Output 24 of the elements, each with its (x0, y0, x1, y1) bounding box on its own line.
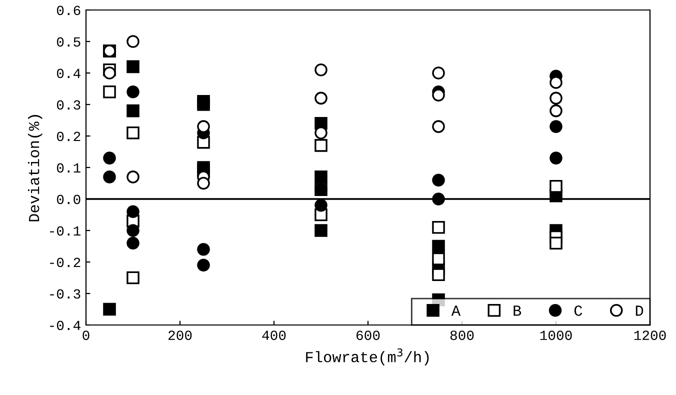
legend-label: D (636, 306, 644, 316)
y-tick-label: -0.3 (50, 289, 80, 299)
legend-label: A (451, 306, 461, 316)
x-tick-label: 200 (168, 330, 192, 340)
x-tick-label: 1000 (540, 330, 572, 340)
x-axis-title: Flowrate(m$^{3}$/h) (306, 348, 429, 366)
y-tick-label: 0.6 (56, 6, 80, 16)
y-tick-label: 0.2 (56, 132, 80, 142)
y-tick-label: 0.5 (56, 37, 80, 47)
x-tick-label: 800 (450, 330, 474, 340)
y-tick-label: -0.4 (50, 320, 80, 330)
y-axis-title: Deviation(%) (28, 115, 42, 222)
x-tick-label: 400 (262, 330, 286, 340)
y-tick-label: -0.1 (50, 226, 80, 236)
y-tick-label: 0.1 (56, 163, 80, 173)
x-tick-label: 1200 (634, 330, 666, 340)
y-tick-label: 0.3 (56, 100, 80, 110)
legend-label: B (514, 306, 522, 316)
y-tick-label: -0.2 (50, 258, 80, 268)
y-tick-label: 0.0 (56, 194, 80, 204)
legend-label: C (574, 306, 582, 316)
x-tick-label: 600 (356, 330, 380, 340)
y-tick-label: 0.4 (56, 68, 80, 78)
x-tick-label: 0 (82, 330, 90, 340)
